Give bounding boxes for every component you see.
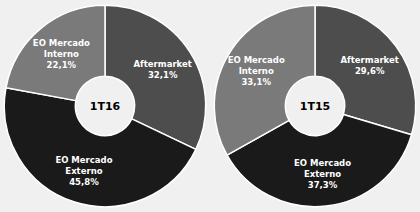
svg-text:Externo: Externo (65, 166, 102, 176)
svg-text:33,1%: 33,1% (241, 77, 271, 87)
svg-text:EO Mercado: EO Mercado (33, 38, 90, 48)
svg-text:Aftermarket: Aftermarket (340, 55, 398, 65)
svg-text:45,8%: 45,8% (69, 177, 99, 187)
svg-text:EO Mercado: EO Mercado (228, 55, 285, 65)
svg-text:37,3%: 37,3% (308, 180, 338, 190)
svg-text:Interno: Interno (44, 49, 79, 59)
svg-text:29,6%: 29,6% (355, 66, 385, 76)
svg-text:Interno: Interno (239, 66, 274, 76)
svg-text:22,1%: 22,1% (47, 60, 77, 70)
svg-text:32,1%: 32,1% (148, 70, 178, 80)
svg-text:EO Mercado: EO Mercado (294, 158, 351, 168)
svg-text:1T16: 1T16 (90, 100, 121, 113)
svg-text:1T15: 1T15 (300, 100, 330, 113)
svg-text:Aftermarket: Aftermarket (134, 59, 192, 69)
svg-text:Externo: Externo (304, 169, 341, 179)
svg-text:EO Mercado: EO Mercado (55, 155, 112, 165)
